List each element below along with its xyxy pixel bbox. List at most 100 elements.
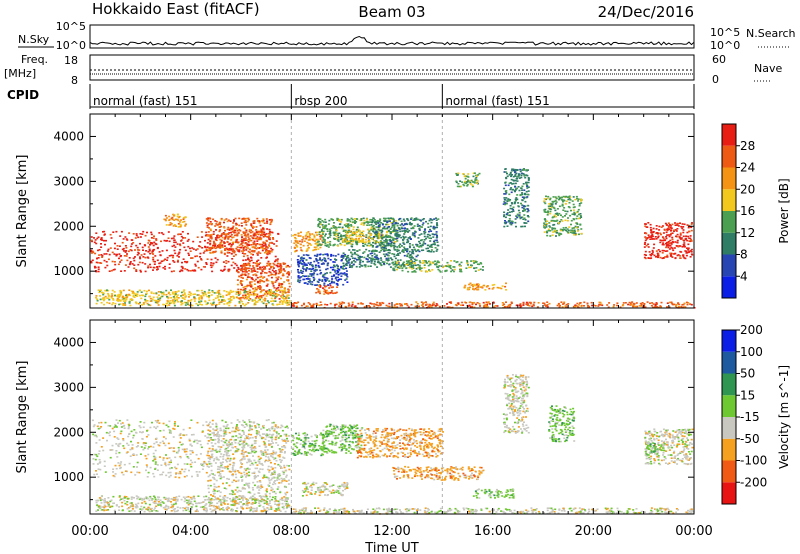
data-cell xyxy=(238,217,241,220)
data-cell xyxy=(418,228,421,230)
data-cell xyxy=(340,278,343,281)
data-cell xyxy=(416,245,419,247)
data-cell xyxy=(179,270,181,273)
data-cell xyxy=(313,234,316,236)
data-cell xyxy=(203,290,206,293)
data-cell xyxy=(116,298,119,300)
data-cell xyxy=(373,253,376,255)
data-cell xyxy=(210,246,213,249)
data-cell xyxy=(436,244,439,247)
data-cell xyxy=(512,169,515,172)
data-cell xyxy=(372,230,375,233)
data-cell xyxy=(571,227,574,229)
data-cell xyxy=(244,239,247,241)
data-cell xyxy=(315,231,318,234)
data-cell xyxy=(244,285,247,288)
data-cell xyxy=(366,258,369,261)
data-cell xyxy=(139,269,142,272)
data-cell xyxy=(192,270,195,272)
data-cell xyxy=(350,237,353,240)
data-cell xyxy=(678,305,680,308)
data-cell xyxy=(249,235,252,237)
colorbar-tick-label: 8 xyxy=(740,248,748,262)
data-cell xyxy=(433,241,436,244)
data-cell xyxy=(394,230,397,233)
data-cell xyxy=(100,262,103,264)
data-cell xyxy=(380,264,383,266)
data-cell xyxy=(337,238,340,241)
data-cell xyxy=(148,295,151,298)
data-cell xyxy=(258,295,261,297)
data-cell xyxy=(387,235,390,237)
data-cell xyxy=(574,232,577,235)
data-cell xyxy=(526,193,529,196)
data-cell xyxy=(281,283,283,285)
data-cell xyxy=(385,238,387,241)
data-cell xyxy=(96,261,99,264)
data-cell xyxy=(254,302,257,305)
data-cell xyxy=(333,231,336,234)
noise-left-tick-top: 10^5 xyxy=(56,20,86,33)
noise-right-label: N.Search xyxy=(746,27,796,40)
data-cell xyxy=(299,279,302,282)
data-cell xyxy=(238,224,241,227)
data-cell xyxy=(340,221,343,223)
data-cell xyxy=(168,255,171,257)
cpid-segment-label: rbsp 200 xyxy=(294,94,347,108)
data-cell xyxy=(504,216,507,219)
data-cell xyxy=(181,270,184,272)
data-cell xyxy=(365,248,368,251)
data-cell xyxy=(634,305,637,308)
data-cell xyxy=(607,306,610,308)
data-cell xyxy=(245,264,248,266)
data-cell xyxy=(253,220,256,222)
data-cell xyxy=(324,290,327,292)
data-cell xyxy=(364,264,367,266)
data-cell xyxy=(246,254,249,257)
data-cell xyxy=(313,269,316,272)
data-cell xyxy=(269,262,272,265)
data-cell xyxy=(240,276,243,279)
data-cell xyxy=(207,235,210,237)
data-cell xyxy=(503,225,506,228)
data-cell xyxy=(98,291,101,294)
data-cell xyxy=(355,221,358,223)
data-cell xyxy=(327,246,330,248)
data-cell xyxy=(262,299,265,301)
data-cell xyxy=(577,213,580,216)
data-cell xyxy=(504,203,507,206)
data-cell xyxy=(272,267,275,269)
data-cell xyxy=(165,217,168,219)
data-cell xyxy=(471,185,474,188)
data-cell xyxy=(168,218,171,221)
data-cell xyxy=(261,277,264,279)
data-cell xyxy=(362,252,365,254)
data-cell xyxy=(528,301,531,304)
data-cell xyxy=(333,222,335,224)
data-cell xyxy=(551,227,554,229)
data-cell xyxy=(671,256,674,258)
data-cell xyxy=(382,302,385,305)
data-cell xyxy=(147,246,150,248)
data-cell xyxy=(229,227,232,230)
data-cell xyxy=(305,270,308,272)
data-cell xyxy=(173,302,176,305)
data-cell xyxy=(509,214,511,217)
data-cell xyxy=(521,189,524,191)
data-cell xyxy=(574,225,577,228)
data-cell xyxy=(224,236,227,239)
data-cell xyxy=(229,297,232,300)
freq-panel-frame xyxy=(89,54,695,81)
data-cell xyxy=(675,235,677,238)
data-cell xyxy=(231,258,234,260)
data-cell xyxy=(222,233,225,235)
data-cell xyxy=(531,305,534,308)
data-cell xyxy=(282,262,285,264)
data-cell xyxy=(651,251,654,253)
data-cell xyxy=(335,273,338,275)
data-cell xyxy=(318,290,321,293)
data-cell xyxy=(387,251,390,254)
data-cell xyxy=(413,270,416,272)
data-cell xyxy=(421,218,424,221)
data-cell xyxy=(564,195,567,198)
